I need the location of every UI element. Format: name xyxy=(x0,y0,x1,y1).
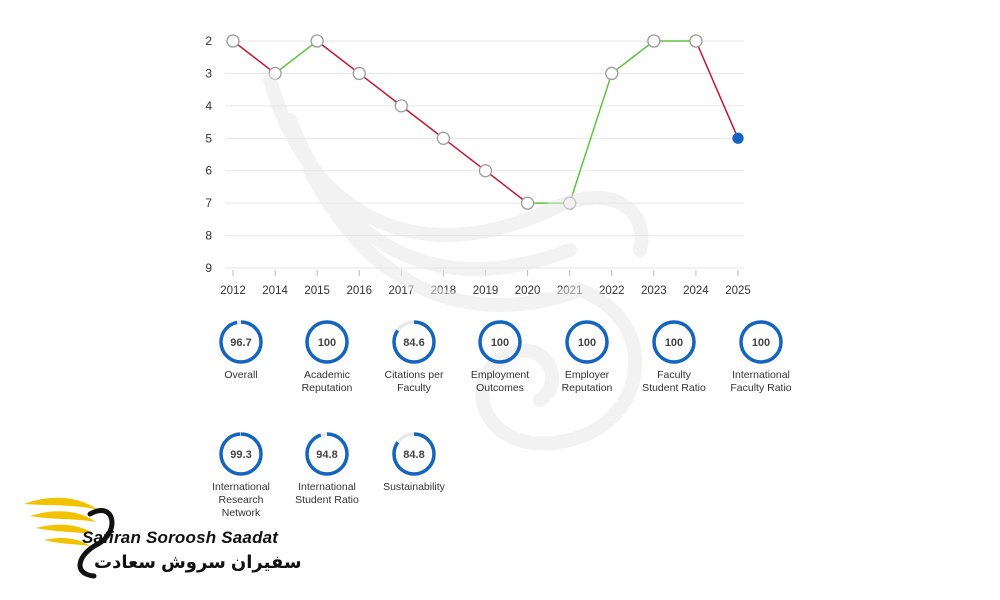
series-segment xyxy=(232,40,276,75)
metric-card: 84.6 Citations per Faculty xyxy=(359,318,469,395)
series-segment xyxy=(358,72,402,107)
metric-label: Citations per Faculty xyxy=(384,369,444,394)
watermark-swan-logo xyxy=(263,73,649,451)
score-ring: 100 xyxy=(565,320,609,364)
data-point xyxy=(226,34,240,48)
wing-icon xyxy=(24,497,98,546)
series-segment xyxy=(695,40,739,139)
brand-name-fa: سفیران سروش سعادت xyxy=(94,552,302,572)
data-point xyxy=(310,34,324,48)
metric-card: 99.3 International Research Network xyxy=(186,430,296,520)
ring-progress xyxy=(219,320,263,364)
series-segment xyxy=(316,40,360,75)
data-point xyxy=(478,164,493,178)
ring-progress xyxy=(652,320,696,364)
metric-value: 100 xyxy=(752,337,770,349)
score-ring: 100 xyxy=(305,320,349,364)
metric-card: 100 Faculty Student Ratio xyxy=(619,318,729,395)
metric-value: 100 xyxy=(491,337,509,349)
data-point xyxy=(352,66,366,81)
y-tick-label: 8 xyxy=(205,229,212,243)
y-tick-label: 2 xyxy=(205,34,212,48)
metric-value: 100 xyxy=(578,337,596,349)
data-point xyxy=(689,34,703,48)
y-tick-label: 9 xyxy=(205,261,212,275)
metric-label: Faculty Student Ratio xyxy=(642,369,706,394)
metric-value: 84.6 xyxy=(403,337,424,349)
ring-progress xyxy=(478,320,522,364)
y-tick-label: 4 xyxy=(205,99,212,113)
swan-neck-icon xyxy=(77,508,115,579)
x-tick-label: 2019 xyxy=(473,285,499,297)
score-ring: 84.6 xyxy=(392,320,436,364)
ring-progress xyxy=(305,320,349,364)
metric-card: 94.8 International Student Ratio xyxy=(272,430,382,507)
ring-progress xyxy=(739,320,783,364)
score-ring: 94.8 xyxy=(305,432,349,476)
metric-label: Employment Outcomes xyxy=(470,369,530,394)
x-tick-label: 2014 xyxy=(262,285,288,297)
series-segment xyxy=(274,40,318,75)
ring-progress xyxy=(219,432,263,476)
brand-name-en: Safiran Soroosh Saadat xyxy=(82,528,279,547)
metric-value: 100 xyxy=(318,337,336,349)
series-segment xyxy=(485,170,529,204)
metric-label: International Faculty Ratio xyxy=(730,369,792,394)
metric-card: 100 Employer Reputation xyxy=(532,318,642,395)
score-ring: 100 xyxy=(652,320,696,364)
metric-label: Overall xyxy=(224,369,258,381)
score-ring: 100 xyxy=(478,320,522,364)
score-ring: 100 xyxy=(739,320,783,364)
metric-card: 100 International Faculty Ratio xyxy=(706,318,816,395)
y-tick-label: 5 xyxy=(205,131,212,145)
metric-label: Employer Reputation xyxy=(561,369,613,394)
metric-value: 100 xyxy=(665,337,683,349)
metric-card: 84.8 Sustainability xyxy=(359,430,469,494)
metric-card: 96.7 Overall xyxy=(186,318,296,382)
data-point xyxy=(605,66,619,81)
metric-value: 94.8 xyxy=(316,449,337,461)
data-point xyxy=(394,99,408,113)
metric-label: International Research Network xyxy=(212,481,270,519)
ring-progress xyxy=(392,320,436,364)
metric-card: 100 Employment Outcomes xyxy=(445,318,555,395)
x-tick-label: 2016 xyxy=(346,285,372,297)
score-ring: 84.8 xyxy=(392,432,436,476)
x-tick-label: 2024 xyxy=(683,285,709,297)
x-tick-label: 2025 xyxy=(725,285,751,297)
x-tick-label: 2012 xyxy=(220,285,246,297)
data-point xyxy=(436,131,451,145)
series-segment xyxy=(568,73,613,204)
metric-card: 100 Academic Reputation xyxy=(272,318,382,395)
y-tick-label: 3 xyxy=(205,66,212,80)
metric-value: 99.3 xyxy=(230,449,251,461)
metric-value: 96.7 xyxy=(230,337,251,349)
y-tick-label: 7 xyxy=(205,196,212,210)
series-segment xyxy=(400,105,444,139)
data-point xyxy=(732,132,744,144)
metric-label: International Student Ratio xyxy=(295,481,359,506)
ring-progress xyxy=(392,432,436,476)
ring-progress xyxy=(565,320,609,364)
data-point xyxy=(647,34,661,48)
x-tick-label: 2022 xyxy=(599,285,625,297)
series-segment xyxy=(611,40,655,75)
data-point xyxy=(520,196,535,210)
x-tick-label: 2020 xyxy=(515,285,541,297)
x-tick-label: 2015 xyxy=(304,285,330,297)
metric-label: Academic Reputation xyxy=(301,369,353,394)
score-ring: 99.3 xyxy=(219,432,263,476)
ring-progress xyxy=(305,432,349,476)
series-segment xyxy=(442,137,486,172)
x-tick-label: 2023 xyxy=(641,285,667,297)
score-ring: 96.7 xyxy=(219,320,263,364)
metric-value: 84.8 xyxy=(403,449,424,461)
metric-label: Sustainability xyxy=(383,481,445,493)
y-tick-label: 6 xyxy=(205,164,212,178)
brand-logo-icon xyxy=(24,497,115,579)
